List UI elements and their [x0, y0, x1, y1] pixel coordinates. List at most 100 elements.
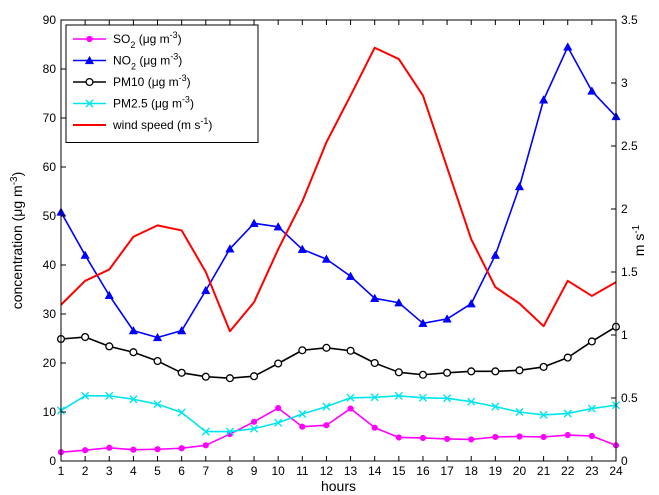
- data-point-no2: [321, 254, 332, 263]
- data-point-so2: [323, 422, 330, 429]
- data-point-pm25: [274, 418, 283, 427]
- x-tick-label: 15: [392, 464, 406, 478]
- legend-label-pm10: PM10 (μg m-3): [113, 73, 191, 89]
- data-point-no2: [370, 293, 380, 302]
- data-point-so2: [564, 431, 571, 439]
- x-tick-label: 23: [585, 464, 599, 478]
- data-point-no2: [514, 181, 525, 191]
- data-point-so2: [275, 404, 282, 412]
- data-point-no2: [249, 218, 259, 227]
- y-right-tick-label: 1: [621, 328, 628, 342]
- data-point-pm25: [467, 397, 476, 406]
- data-point-pm10: [298, 346, 307, 355]
- y-left-tick-label: 40: [43, 258, 57, 272]
- series-line-no2: [60, 46, 617, 339]
- data-point-so2: [178, 445, 185, 452]
- data-point-pm10: [443, 368, 452, 377]
- data-point-so2: [395, 434, 402, 441]
- data-point-pm10: [177, 368, 186, 377]
- data-point-no2: [466, 298, 476, 308]
- data-point-pm10: [394, 368, 403, 377]
- y-left-tick-label: 20: [43, 356, 57, 370]
- data-point-pm25: [225, 427, 235, 436]
- y-left-title-sup: -3: [9, 176, 20, 185]
- data-point-so2: [130, 446, 137, 453]
- data-point-so2: [371, 424, 378, 431]
- y-right-tick-label: 1.5: [621, 265, 638, 279]
- legend-box: [65, 24, 259, 143]
- y-left-tick-label: 70: [43, 111, 57, 125]
- legend-label-pm25: PM2.5 (μg m-3): [113, 95, 194, 111]
- data-point-pm25: [539, 410, 548, 420]
- x-axis-title: hours: [321, 478, 356, 494]
- data-point-pm10: [467, 367, 476, 376]
- data-point-so2: [82, 447, 89, 454]
- data-point-no2: [490, 250, 500, 259]
- series-line-wind-speed: [60, 46, 617, 333]
- data-point-so2: [106, 444, 113, 451]
- data-point-pm10: [587, 337, 596, 346]
- data-point-no2: [442, 314, 452, 323]
- data-point-pm25: [105, 391, 114, 400]
- legend-label-no2: NO2 (μg m-3): [113, 52, 182, 72]
- x-tick-label: 18: [465, 464, 479, 478]
- data-point-pm25: [201, 427, 210, 436]
- data-point-so2: [443, 435, 451, 443]
- x-tick-label: 8: [227, 464, 234, 478]
- data-point-pm10: [81, 332, 90, 342]
- data-point-pm10: [153, 356, 162, 366]
- data-point-pm10: [225, 374, 234, 383]
- data-point-pm25: [370, 393, 379, 402]
- data-point-pm25: [298, 409, 307, 419]
- data-point-so2: [588, 432, 595, 440]
- data-point-no2: [177, 325, 187, 335]
- y-left-tick-label: 60: [43, 160, 57, 174]
- data-point-pm25: [563, 409, 572, 418]
- legend-marker-no2: [84, 55, 95, 65]
- data-point-no2: [128, 325, 139, 335]
- x-tick-label: 4: [130, 464, 137, 478]
- data-point-no2: [80, 250, 90, 259]
- legend-label-wind-speed: wind speed (m s-1): [112, 116, 212, 132]
- legend-marker-pm10: [85, 77, 94, 87]
- data-point-no2: [345, 271, 356, 280]
- y-right-tick-label: 3: [621, 76, 628, 90]
- data-point-pm10: [322, 343, 331, 352]
- data-point-so2: [419, 434, 427, 442]
- series-wind-speed: [60, 46, 617, 333]
- y-right-tick-label: 3.5: [621, 13, 638, 27]
- x-tick-label: 11: [296, 464, 309, 478]
- data-point-no2: [418, 318, 428, 327]
- legend-label-so2: SO2 (μg m-3): [113, 30, 182, 50]
- data-point-no2: [104, 290, 114, 299]
- data-point-so2: [347, 405, 354, 412]
- data-point-pm25: [587, 404, 596, 413]
- x-tick-label: 19: [489, 464, 503, 478]
- data-point-pm25: [442, 394, 452, 403]
- legend: SO2 (μg m-3) NO2 (μg m-3) PM10 (μg m-3) …: [65, 24, 259, 143]
- data-point-pm25: [177, 408, 186, 417]
- data-point-so2: [202, 442, 209, 449]
- plot-frame: [60, 19, 617, 462]
- y-axis-right-title: m s-1: [631, 224, 648, 256]
- x-tick-label: 20: [513, 464, 527, 478]
- y-axis-left-title: concentration (μg m-3): [9, 172, 26, 310]
- data-point-pm25: [322, 402, 331, 411]
- y-right-title-sup: -1: [631, 224, 642, 233]
- data-point-no2: [225, 244, 235, 253]
- x-tick-label: 2: [82, 464, 89, 478]
- data-point-pm10: [346, 346, 355, 355]
- data-point-pm10: [515, 366, 524, 375]
- data-point-so2: [299, 423, 306, 430]
- x-tick-label: 17: [440, 464, 454, 478]
- data-point-pm25: [129, 395, 138, 404]
- y-right-tick-label: 0: [621, 454, 628, 468]
- data-point-pm25: [491, 402, 500, 411]
- data-point-pm10: [105, 342, 114, 351]
- y-right-tick-label: 0.5: [621, 391, 638, 405]
- data-point-pm10: [274, 359, 283, 368]
- data-point-pm10: [249, 372, 259, 381]
- data-point-so2: [154, 446, 161, 453]
- x-tick-label: 14: [368, 464, 382, 478]
- data-point-pm10: [418, 370, 428, 379]
